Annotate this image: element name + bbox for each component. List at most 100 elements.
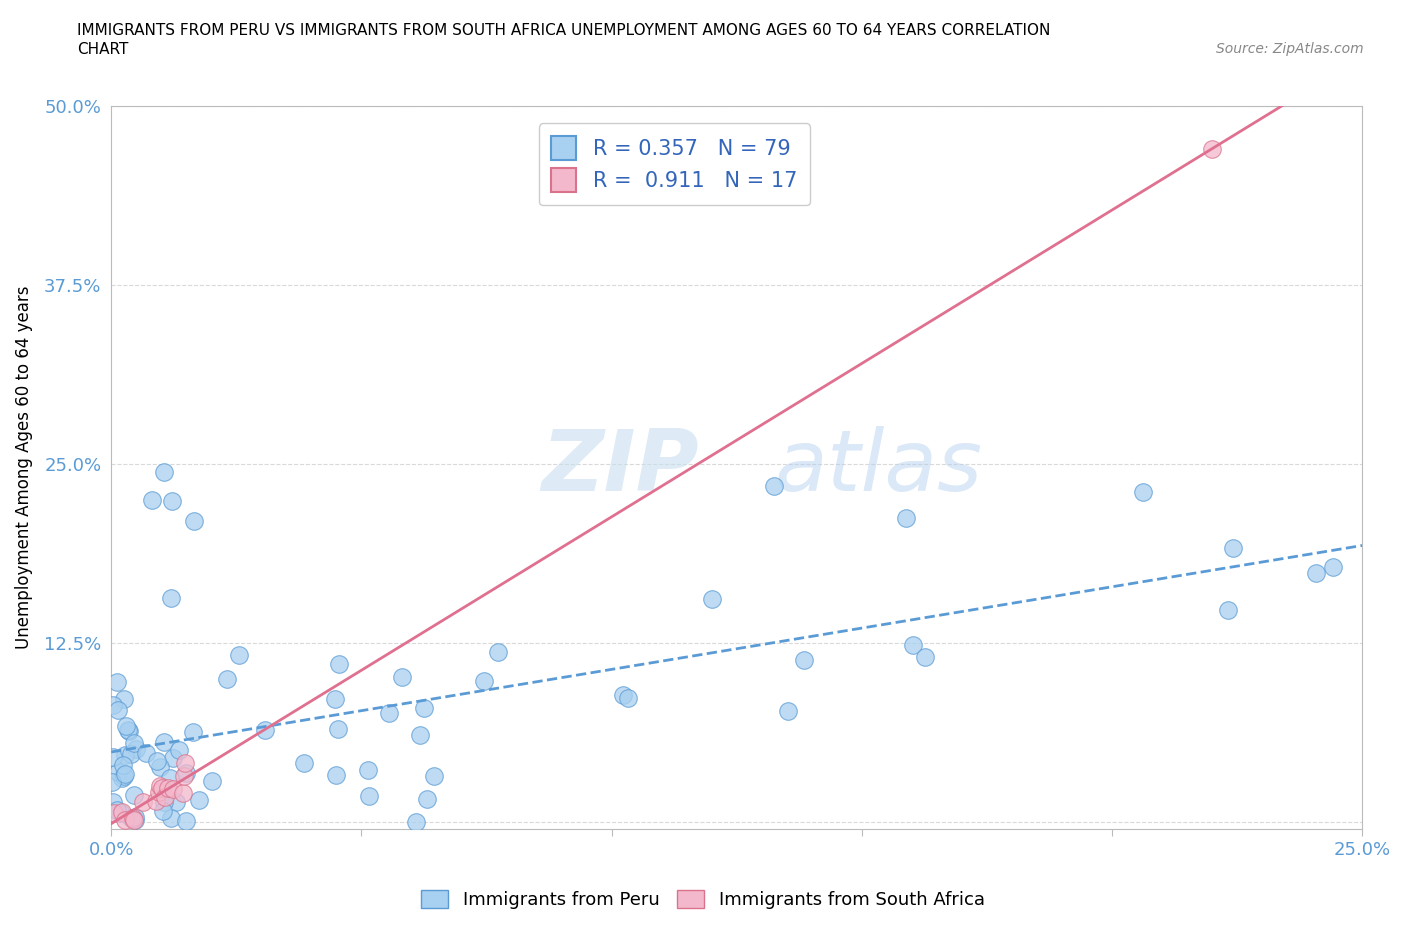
- Point: [903, 637, 925, 652]
- Text: atlas: atlas: [775, 426, 983, 509]
- Point: [101, 795, 124, 810]
- Point: [181, 724, 204, 739]
- Point: [1132, 485, 1154, 499]
- Text: ZIP: ZIP: [541, 426, 699, 509]
- Point: [486, 644, 509, 659]
- Point: [114, 747, 136, 762]
- Point: [423, 768, 446, 783]
- Point: [111, 804, 134, 819]
- Point: [153, 464, 176, 479]
- Point: [101, 775, 124, 790]
- Point: [188, 792, 211, 807]
- Point: [114, 767, 136, 782]
- Point: [122, 788, 145, 803]
- Point: [914, 650, 936, 665]
- Point: [160, 811, 183, 826]
- Point: [328, 722, 350, 737]
- Point: [700, 591, 723, 606]
- Point: [149, 778, 172, 793]
- Point: [357, 788, 380, 803]
- Point: [152, 804, 174, 819]
- Point: [292, 755, 315, 770]
- Point: [174, 756, 197, 771]
- Point: [409, 727, 432, 742]
- Point: [101, 750, 124, 764]
- Point: [1322, 560, 1344, 575]
- Point: [107, 764, 129, 779]
- Point: [357, 763, 380, 777]
- Point: [174, 814, 197, 829]
- Point: [118, 724, 141, 738]
- Point: [146, 754, 169, 769]
- Point: [111, 757, 134, 772]
- Point: [145, 794, 167, 809]
- Point: [111, 770, 134, 785]
- Point: [107, 702, 129, 717]
- Point: [763, 479, 786, 494]
- Text: IMMIGRANTS FROM PERU VS IMMIGRANTS FROM SOUTH AFRICA UNEMPLOYMENT AMONG AGES 60 : IMMIGRANTS FROM PERU VS IMMIGRANTS FROM …: [77, 23, 1050, 38]
- Point: [176, 765, 198, 780]
- Point: [1201, 141, 1223, 156]
- Point: [162, 751, 184, 765]
- Point: [105, 803, 128, 817]
- Point: [183, 513, 205, 528]
- Point: [114, 813, 136, 828]
- Legend: R = 0.357   N = 79, R =  0.911   N = 17: R = 0.357 N = 79, R = 0.911 N = 17: [538, 124, 810, 205]
- Point: [173, 768, 195, 783]
- Point: [159, 771, 181, 786]
- Point: [325, 767, 347, 782]
- Point: [413, 700, 436, 715]
- Point: [124, 812, 146, 827]
- Point: [217, 671, 239, 686]
- Point: [228, 647, 250, 662]
- Point: [378, 705, 401, 720]
- Point: [148, 784, 170, 799]
- Point: [162, 781, 184, 796]
- Point: [160, 493, 183, 508]
- Point: [115, 719, 138, 734]
- Point: [124, 813, 146, 828]
- Point: [141, 492, 163, 507]
- Point: [157, 780, 180, 795]
- Point: [153, 789, 176, 804]
- Point: [1216, 603, 1239, 618]
- Point: [135, 746, 157, 761]
- Legend: Immigrants from Peru, Immigrants from South Africa: Immigrants from Peru, Immigrants from So…: [413, 883, 993, 916]
- Point: [117, 723, 139, 737]
- Point: [103, 805, 125, 820]
- Point: [112, 769, 135, 784]
- Point: [416, 792, 439, 807]
- Point: [101, 698, 124, 712]
- Point: [121, 810, 143, 825]
- Text: CHART: CHART: [77, 42, 129, 57]
- Point: [150, 780, 173, 795]
- Point: [793, 653, 815, 668]
- Point: [1305, 565, 1327, 580]
- Point: [112, 692, 135, 707]
- Point: [201, 774, 224, 789]
- Point: [323, 691, 346, 706]
- Point: [612, 687, 634, 702]
- Point: [391, 670, 413, 684]
- Point: [149, 759, 172, 774]
- Point: [159, 591, 181, 605]
- Point: [894, 511, 917, 525]
- Point: [405, 815, 427, 830]
- Text: Source: ZipAtlas.com: Source: ZipAtlas.com: [1216, 42, 1364, 56]
- Point: [105, 675, 128, 690]
- Point: [153, 734, 176, 749]
- Point: [617, 690, 640, 705]
- Point: [125, 742, 148, 757]
- Point: [167, 743, 190, 758]
- Point: [110, 805, 132, 820]
- Point: [152, 794, 174, 809]
- Point: [472, 673, 495, 688]
- Point: [172, 786, 194, 801]
- Point: [132, 794, 155, 809]
- Point: [122, 736, 145, 751]
- Point: [328, 656, 350, 671]
- Point: [124, 810, 146, 825]
- Point: [254, 723, 277, 737]
- Y-axis label: Unemployment Among Ages 60 to 64 years: Unemployment Among Ages 60 to 64 years: [15, 286, 32, 649]
- Point: [120, 811, 142, 826]
